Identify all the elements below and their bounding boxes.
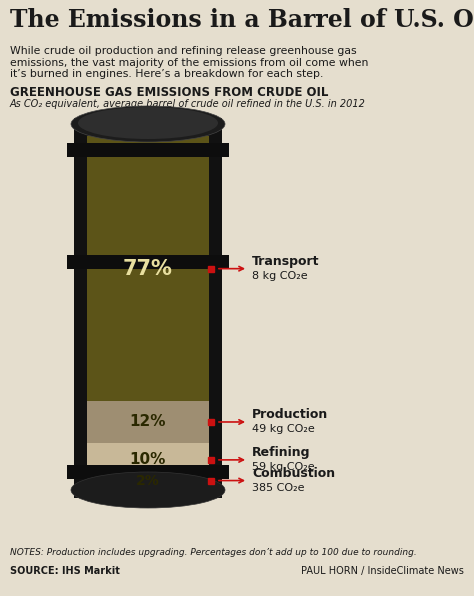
Bar	[74, 118, 222, 498]
Text: 49 kg CO₂e: 49 kg CO₂e	[252, 424, 315, 434]
Text: 2%: 2%	[136, 474, 160, 488]
Text: it’s burned in engines. Here’s a breakdown for each step.: it’s burned in engines. Here’s a breakdo…	[10, 69, 323, 79]
Text: PAUL HORN / InsideClimate News: PAUL HORN / InsideClimate News	[301, 566, 464, 576]
Bar	[67, 256, 229, 269]
Text: NOTES: Production includes upgrading. Percentages don’t add up to 100 due to rou: NOTES: Production includes upgrading. Pe…	[10, 548, 417, 557]
Text: 77%: 77%	[123, 259, 173, 279]
Text: Transport: Transport	[252, 254, 319, 268]
Text: GREENHOUSE GAS EMISSIONS FROM CRUDE OIL: GREENHOUSE GAS EMISSIONS FROM CRUDE OIL	[10, 86, 328, 99]
Text: The Emissions in a Barrel of U.S. Oil: The Emissions in a Barrel of U.S. Oil	[10, 8, 474, 32]
Text: Refining: Refining	[252, 446, 310, 459]
Text: emissions, the vast majority of the emissions from oil come when: emissions, the vast majority of the emis…	[10, 57, 368, 67]
Text: 385 CO₂e: 385 CO₂e	[252, 483, 304, 492]
Bar	[67, 143, 229, 157]
Text: Production: Production	[252, 408, 328, 421]
Text: 8 kg CO₂e: 8 kg CO₂e	[252, 271, 308, 281]
Text: As CO₂ equivalent, average barrel of crude oil refined in the U.S. in 2012: As CO₂ equivalent, average barrel of cru…	[10, 99, 366, 109]
Text: 12%: 12%	[130, 414, 166, 430]
Text: SOURCE: IHS Markit: SOURCE: IHS Markit	[10, 566, 120, 576]
Text: While crude oil production and refining release greenhouse gas: While crude oil production and refining …	[10, 46, 356, 56]
Bar	[87, 401, 209, 443]
Text: 59 kg CO₂e: 59 kg CO₂e	[252, 462, 315, 472]
Text: 10%: 10%	[130, 452, 166, 467]
Bar	[87, 443, 209, 477]
Ellipse shape	[71, 106, 225, 142]
Bar	[87, 477, 209, 484]
Ellipse shape	[71, 472, 225, 508]
Text: Combustion: Combustion	[252, 467, 335, 480]
Bar	[87, 136, 209, 401]
Ellipse shape	[78, 107, 218, 139]
Bar	[67, 465, 229, 479]
